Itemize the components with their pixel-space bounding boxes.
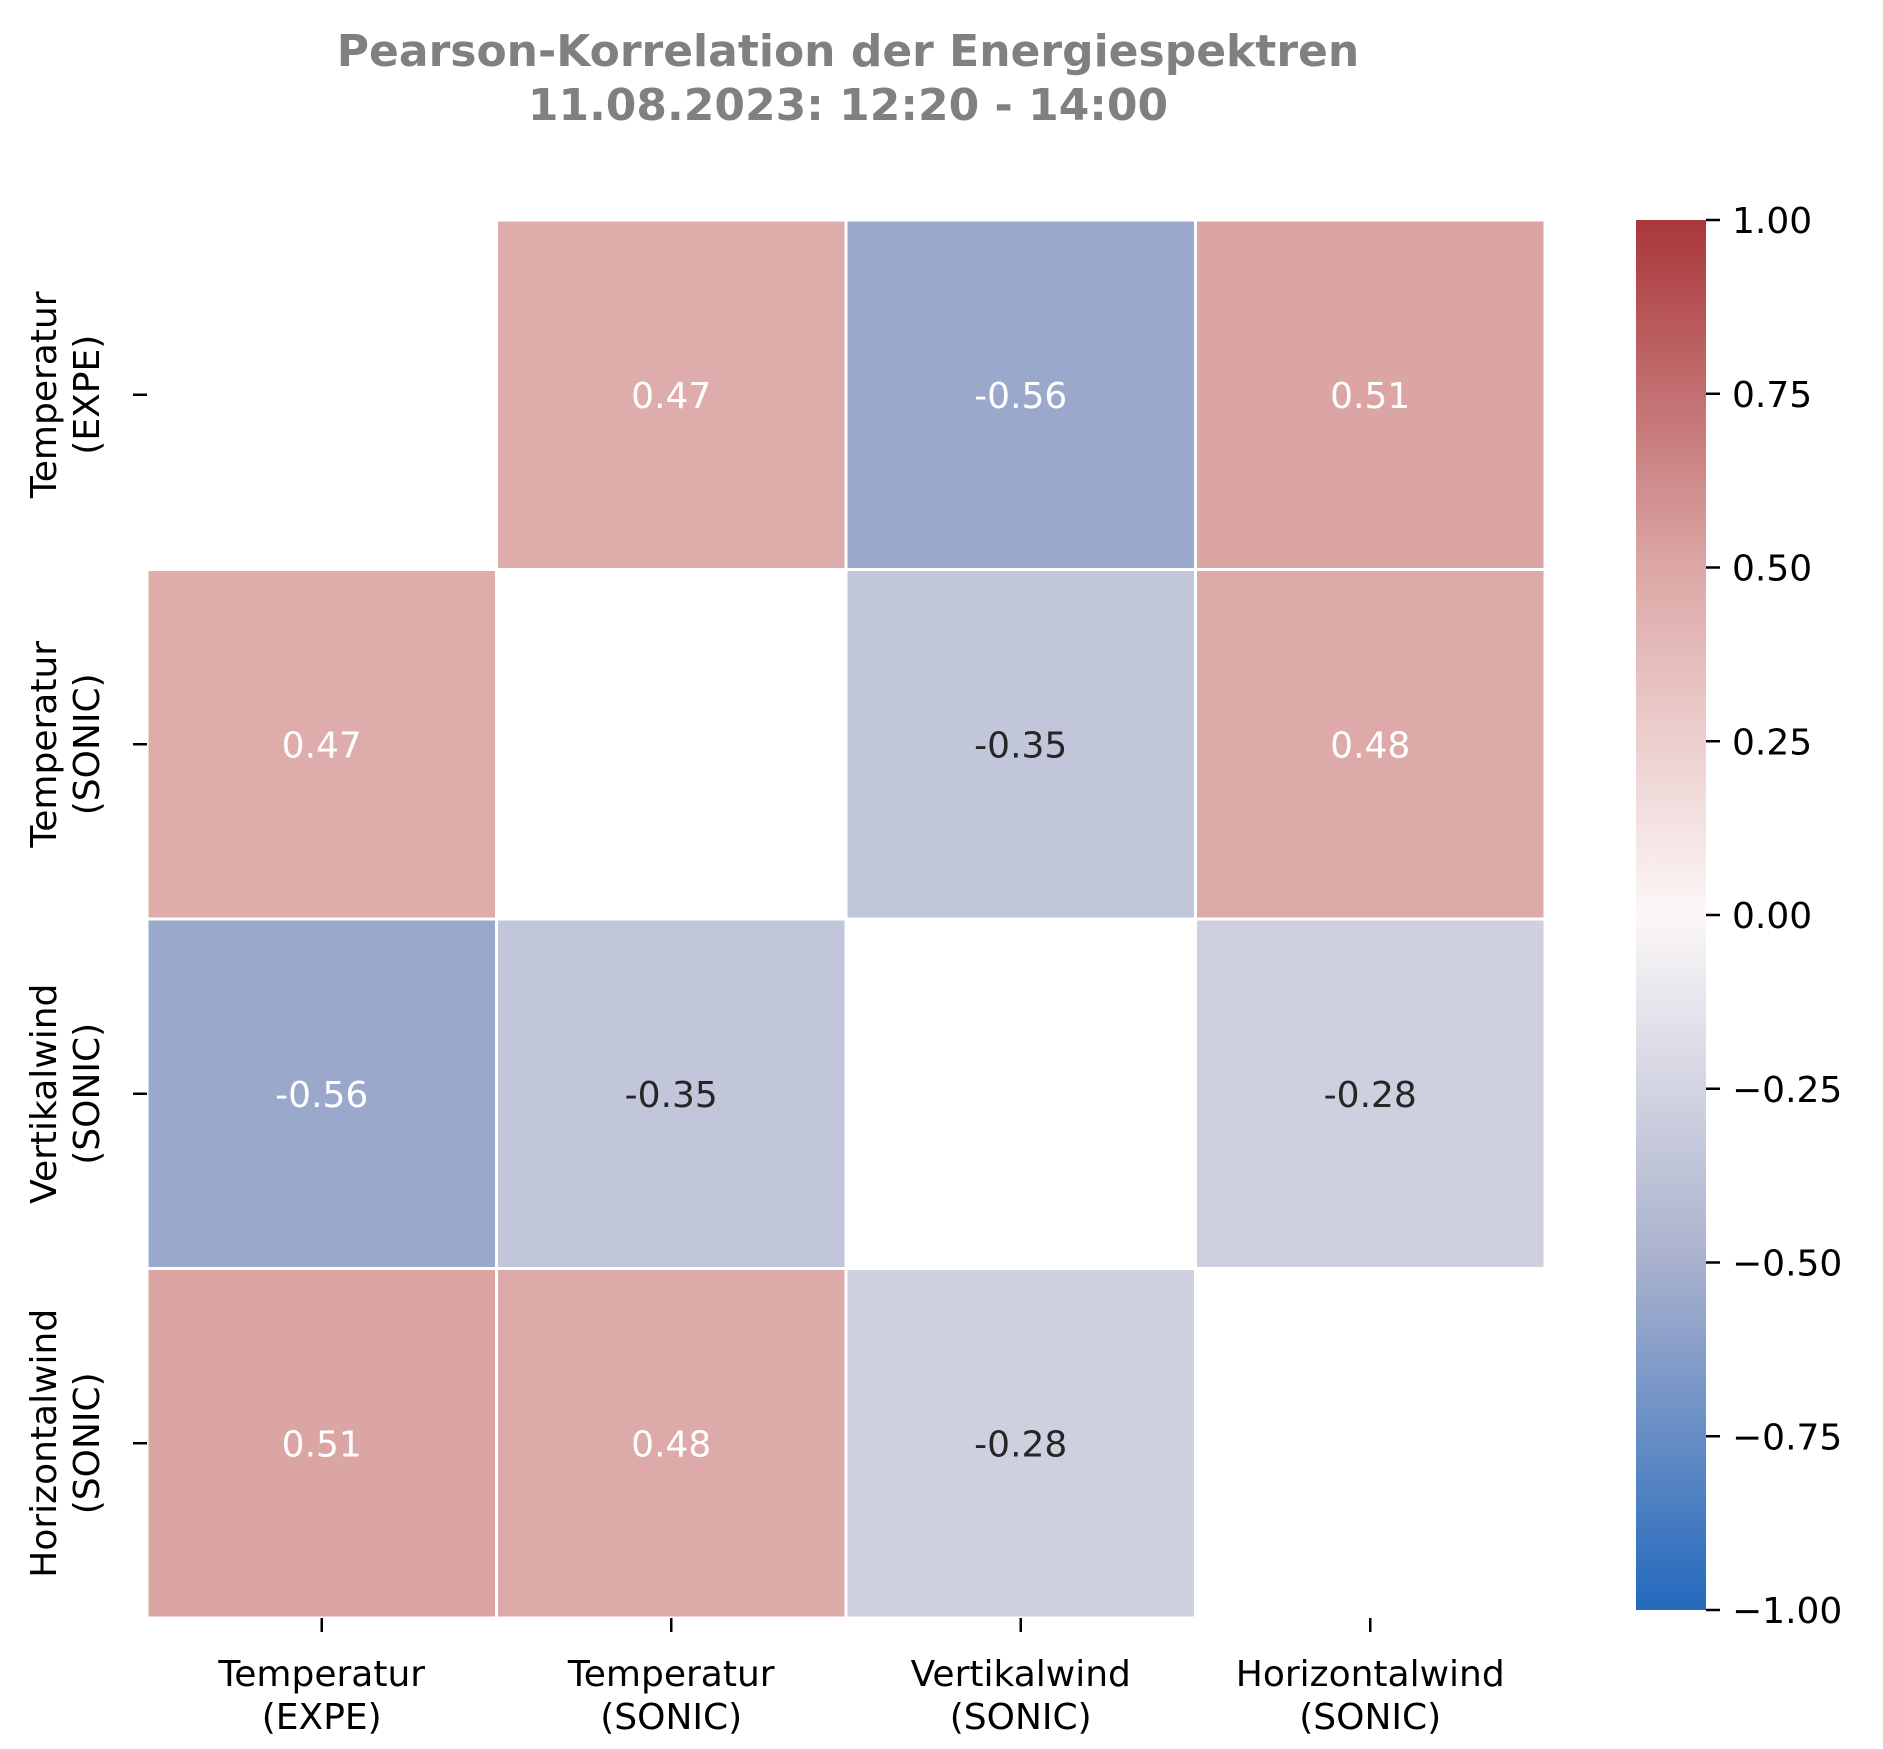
y-tick-label-line: Temperatur: [24, 641, 65, 849]
colorbar-tick-label: −1.00: [1732, 1591, 1842, 1632]
y-tick-label: Vertikalwind(SONIC): [24, 984, 108, 1204]
heatmap-cell-labels: 0.47 -0.56 0.51 0.47 -0.35 0.48 -0.56 -0.35 -0.2…: [275, 376, 1417, 1466]
x-tick-label-line: Horizontalwind: [1236, 1654, 1505, 1695]
y-tick-label-line: Horizontalwind: [24, 1309, 65, 1578]
y-axis: Temperatur(EXPE)Temperatur(SONIC)Vertika…: [24, 291, 147, 1578]
colorbar-tick-label: 0.75: [1732, 375, 1812, 416]
cell-value-label: -0.35: [625, 1075, 718, 1116]
colorbar-tick-label: 0.25: [1732, 722, 1812, 763]
heatmap-cell-r1-c0: [145, 568, 498, 921]
cell-value-label: 0.51: [282, 1424, 362, 1465]
y-tick-label: Temperatur(EXPE): [24, 291, 108, 499]
heatmap-cell-r0-c1: [495, 218, 848, 571]
x-tick-label: Temperatur (EXPE): [217, 1654, 425, 1738]
cell-value-label: 0.47: [631, 376, 711, 417]
x-tick-label: Horizontalwind (SONIC): [1236, 1654, 1505, 1738]
colorbar-tick-label: −0.75: [1732, 1417, 1842, 1458]
heatmap-cell-r1-c3: [1194, 568, 1547, 921]
cell-value-label: 0.47: [282, 725, 362, 766]
x-tick-label-line: Temperatur: [567, 1654, 775, 1695]
x-tick-label-line: Vertikalwind: [911, 1654, 1131, 1695]
x-tick-label-line: (SONIC): [950, 1697, 1092, 1738]
cell-value-label: 0.48: [631, 1424, 711, 1465]
heatmap-cell-r3-c0: [145, 1267, 498, 1620]
y-tick-label-line: (EXPE): [67, 335, 108, 455]
colorbar: 1.00 0.75 0.50 0.25 0.00 −0.25 −0.50 −0.75 −1.00: [1636, 201, 1842, 1632]
colorbar-tick-label: 1.00: [1732, 201, 1812, 242]
x-tick-label-line: Temperatur: [217, 1654, 425, 1695]
chart-title-line-1: Pearson-Korrelation der Energiespektren: [337, 26, 1359, 77]
y-tick-label: Temperatur(SONIC): [24, 641, 108, 849]
cell-value-label: -0.28: [1324, 1075, 1417, 1116]
x-axis: Temperatur (EXPE)Temperatur (SONIC)Vertika…: [217, 1618, 1505, 1738]
colorbar-tick-label: −0.25: [1732, 1070, 1842, 1111]
heatmap-cell-r1-c2: [844, 568, 1197, 921]
y-tick-label-line: Vertikalwind: [24, 984, 65, 1204]
cell-value-label: 0.51: [1330, 376, 1410, 417]
y-tick-label-line: (SONIC): [67, 673, 108, 815]
chart-title-line-2: 11.08.2023: 12:20 - 14:00: [528, 80, 1168, 131]
y-tick-label-line: (SONIC): [67, 1023, 108, 1165]
heatmap-cells: [145, 218, 1547, 1620]
colorbar-gradient: [1636, 220, 1706, 1610]
heatmap-cell-r3-c2: [844, 1267, 1197, 1620]
y-tick-label-line: Temperatur: [24, 291, 65, 499]
heatmap-cell-r0-c3: [1194, 218, 1547, 571]
cell-value-label: -0.56: [275, 1075, 368, 1116]
cell-value-label: 0.48: [1330, 725, 1410, 766]
chart-title: Pearson-Korrelation der Energiespektren1…: [337, 26, 1359, 131]
x-tick-label-line: (SONIC): [600, 1697, 742, 1738]
heatmap-cell-r2-c3: [1194, 917, 1547, 1270]
cell-value-label: -0.56: [974, 376, 1067, 417]
cell-value-label: -0.35: [974, 725, 1067, 766]
heatmap-cell-r2-c1: [495, 917, 848, 1270]
y-tick-label: Horizontalwind(SONIC): [24, 1309, 108, 1578]
x-tick-label: Vertikalwind (SONIC): [911, 1654, 1131, 1738]
x-tick-label-line: (EXPE): [262, 1697, 382, 1738]
colorbar-tick-label: −0.50: [1732, 1244, 1842, 1285]
y-tick-label-line: (SONIC): [67, 1372, 108, 1514]
x-tick-label-line: (SONIC): [1299, 1697, 1441, 1738]
colorbar-tick-label: 0.50: [1732, 549, 1812, 590]
x-tick-label: Temperatur (SONIC): [567, 1654, 775, 1738]
cell-value-label: -0.28: [974, 1424, 1067, 1465]
colorbar-tick-label: 0.00: [1732, 896, 1812, 937]
heatmap-cell-r0-c2: [844, 218, 1197, 571]
